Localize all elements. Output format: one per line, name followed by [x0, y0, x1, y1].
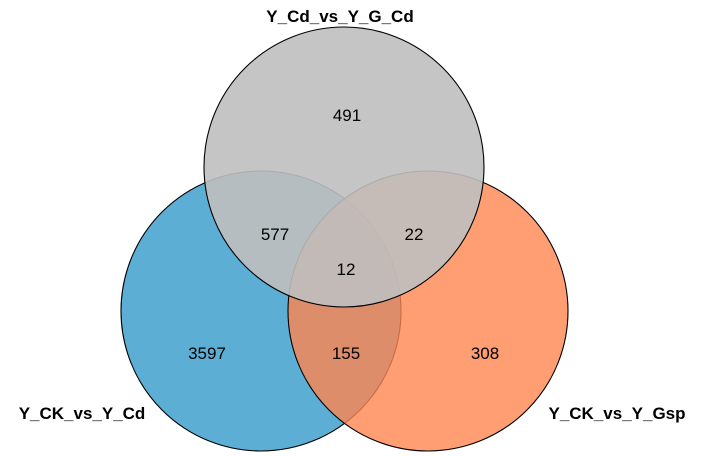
set-label-left: Y_CK_vs_Y_Cd — [19, 404, 146, 423]
set-label-top: Y_Cd_vs_Y_G_Cd — [266, 7, 413, 26]
count-only-left: 3597 — [188, 344, 226, 363]
circle-y-cd-vs-y-g-cd — [203, 26, 485, 308]
count-only-right: 308 — [471, 344, 499, 363]
set-label-right: Y_CK_vs_Y_Gsp — [548, 404, 685, 423]
count-only-top: 491 — [333, 106, 361, 125]
count-all-three: 12 — [337, 260, 356, 279]
count-left-right: 155 — [332, 344, 360, 363]
count-top-right: 22 — [405, 225, 424, 244]
count-top-left: 577 — [261, 225, 289, 244]
